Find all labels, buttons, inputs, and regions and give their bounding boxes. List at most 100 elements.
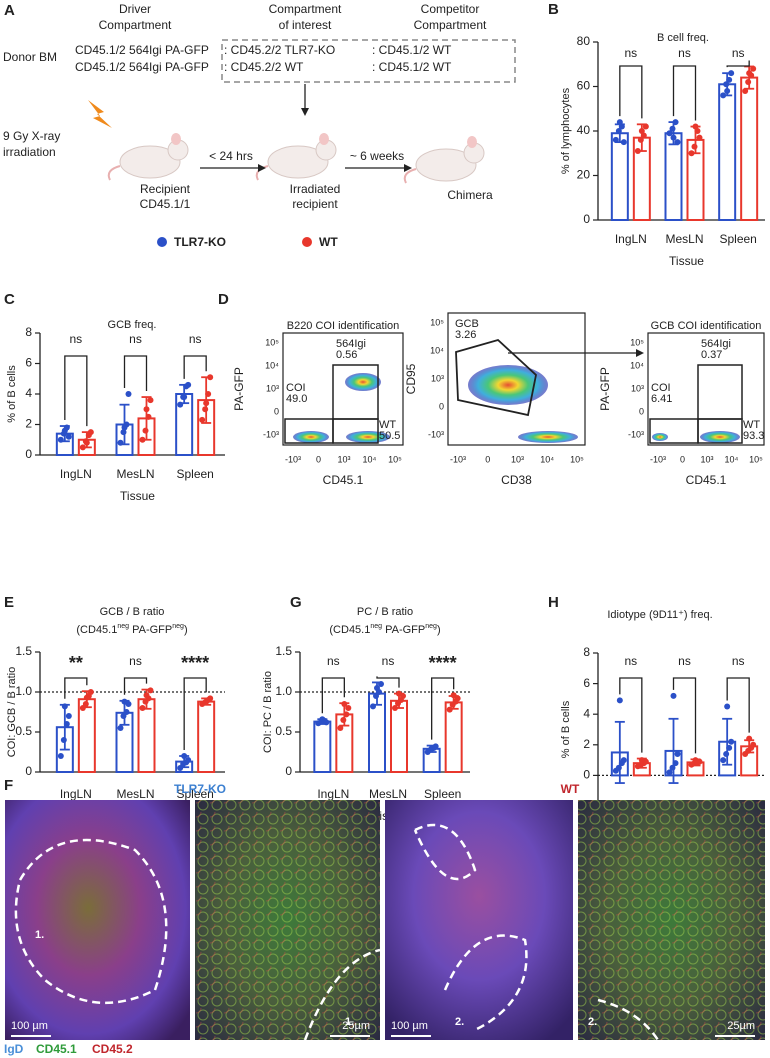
x-tick-label: 10⁵ [570, 454, 584, 464]
data-point [60, 737, 67, 743]
panel-letter: H [548, 594, 559, 611]
micrograph-texture [195, 800, 380, 1040]
flow-plot-title: B220 COI identification [287, 320, 400, 332]
density-cloud [518, 431, 578, 443]
chart-title: Idiotype (9D11⁺) freq. [607, 609, 712, 621]
y-tick-label: 20 [577, 168, 591, 182]
y-tick-label: 1.0 [15, 684, 32, 698]
significance-label: ns [732, 654, 745, 668]
density-cloud [468, 365, 548, 405]
subtitle-part: (CD45.1 [329, 624, 370, 636]
y-tick-label: 0 [285, 764, 292, 778]
x-tick-label: Spleen [176, 467, 213, 481]
y-tick-label: 0 [25, 447, 32, 461]
significance-bracket [619, 65, 643, 119]
bar [197, 700, 216, 773]
y-tick-label: 8 [583, 645, 590, 659]
y-axis-label: PA-GFP [232, 367, 246, 411]
x-tick-label: MesLN [116, 787, 154, 801]
scale-bar-label: 25µm [727, 1020, 755, 1032]
data-point [745, 79, 752, 86]
y-tick-label: 1.5 [15, 644, 32, 658]
significance-bracket [183, 677, 207, 750]
y-tick-label: 4 [25, 386, 32, 400]
arrow-head [636, 349, 644, 357]
y-tick-label: 10⁵ [430, 317, 444, 327]
gate-name: COI [286, 382, 306, 394]
panel-letter: C [4, 291, 15, 308]
y-tick-label: 60 [577, 79, 591, 93]
data-point [691, 143, 698, 150]
significance-bracket [123, 355, 148, 392]
y-tick-label: 80 [577, 34, 591, 48]
chart-subtitle: (CD45.1neg PA-GFPneg) [76, 623, 187, 636]
x-axis-label: CD45.1 [323, 473, 364, 487]
data-point [65, 713, 72, 719]
donor-cell: : CD45.2/2 WT [224, 60, 304, 74]
region-label: 1. [35, 929, 44, 941]
data-point [750, 741, 757, 748]
channel-label: IgD [4, 1042, 24, 1056]
data-point [724, 703, 731, 710]
bar [313, 720, 332, 773]
flow-plot-frame [282, 332, 404, 446]
data-point [666, 769, 673, 776]
scale-bar-label: 100 µm [391, 1020, 428, 1032]
region-label: 2. [455, 1016, 464, 1028]
irradiation-label: 9 Gy X-ray [3, 129, 60, 143]
legend-swatch [157, 237, 167, 247]
x-tick-label: 10³ [700, 454, 713, 464]
data-point [202, 406, 209, 413]
legend-entry: TLR7-KO [174, 235, 226, 249]
x-tick-label: MesLN [665, 232, 703, 246]
panel-a-drawing [88, 39, 516, 184]
gate-name: GCB [455, 318, 479, 330]
x-tick-label: 0 [485, 454, 490, 464]
gate [455, 338, 537, 417]
density-cloud [345, 373, 381, 391]
channel-label: CD45.2 [92, 1042, 133, 1056]
gate-name: 564Igi [336, 338, 366, 350]
bar [664, 132, 683, 222]
significance-bracket [726, 677, 750, 733]
x-tick-label: 10⁴ [725, 454, 739, 464]
mouse [255, 133, 337, 181]
significance-label: ns [129, 332, 142, 346]
significance-bracket [619, 677, 643, 753]
data-point [125, 391, 132, 397]
x-tick-label: -10³ [450, 454, 466, 464]
significance-bracket [64, 677, 88, 699]
legend-swatch [302, 237, 312, 247]
significance-label: ns [678, 654, 691, 668]
gate-value: 0.37 [701, 349, 722, 361]
region-label: 1. [345, 1016, 354, 1028]
y-tick-label: 0 [274, 406, 279, 416]
subtitle-part: PA-GFP [382, 624, 425, 636]
gate-name: WT [743, 419, 760, 431]
dashed-box [221, 39, 516, 83]
donor-cell: : CD45.2/2 TLR7-KO [224, 43, 335, 57]
x-tick-label: 0 [680, 454, 685, 464]
density-cloud [652, 433, 668, 441]
data-point [337, 725, 344, 731]
chart-title: GCB freq. [108, 319, 157, 331]
x-tick-label: 0 [316, 454, 321, 464]
significance-label: ns [624, 46, 637, 60]
subtitle-part: neg [117, 623, 129, 630]
column-header: Competitor [421, 2, 480, 16]
channel-label: CD45.1 [36, 1042, 77, 1056]
subtitle-part: neg [172, 623, 184, 630]
subtitle-part: neg [425, 623, 437, 630]
data-point [620, 757, 627, 764]
data-point [340, 717, 347, 723]
bar [610, 132, 629, 222]
x-tick-label: 10⁴ [540, 454, 554, 464]
region-outline [597, 998, 660, 1041]
micrograph [5, 800, 190, 1040]
donor-cell: : CD45.1/2 WT [372, 60, 452, 74]
row-label: Donor BM [3, 50, 57, 64]
flow-plot-title: GCB COI identification [651, 320, 762, 332]
data-point [669, 125, 676, 132]
x-axis-label: CD38 [501, 473, 532, 487]
